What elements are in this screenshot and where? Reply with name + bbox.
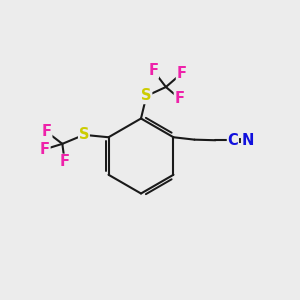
Text: N: N — [242, 133, 254, 148]
Text: F: F — [176, 66, 187, 81]
Text: F: F — [40, 142, 50, 157]
Text: F: F — [174, 91, 184, 106]
Text: F: F — [148, 63, 158, 78]
Text: S: S — [141, 88, 152, 104]
Text: F: F — [42, 124, 52, 139]
Text: C: C — [227, 133, 238, 148]
Text: S: S — [79, 127, 89, 142]
Text: F: F — [60, 154, 70, 169]
